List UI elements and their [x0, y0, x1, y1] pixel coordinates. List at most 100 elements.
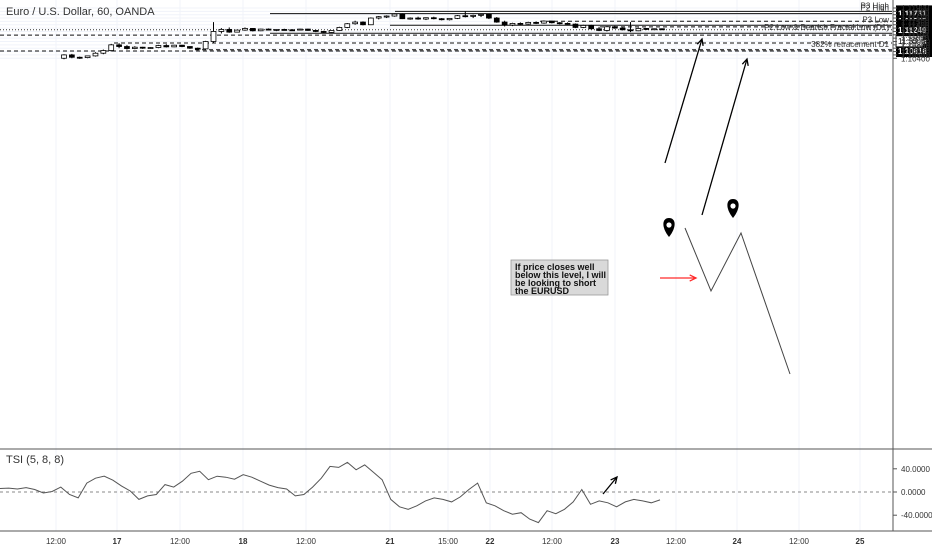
candle-body[interactable]	[108, 44, 115, 51]
candle-body[interactable]	[305, 28, 311, 31]
time-tick-label: 12:00	[666, 537, 687, 546]
candles[interactable]	[61, 11, 665, 60]
pin-marker-2[interactable]	[727, 199, 739, 218]
candle-body[interactable]	[525, 22, 532, 25]
candle-body[interactable]	[281, 29, 288, 31]
candle-body[interactable]	[289, 29, 296, 32]
time-tick-label: 21	[386, 537, 395, 546]
candle-body[interactable]	[509, 23, 516, 26]
tsi-line[interactable]	[0, 461, 661, 524]
candle-body[interactable]	[643, 28, 650, 30]
candle-body[interactable]	[627, 29, 634, 32]
candle-body[interactable]	[100, 50, 107, 54]
candle-body[interactable]	[124, 46, 130, 49]
time-tick-label: 18	[239, 537, 248, 546]
projection-path[interactable]	[684, 227, 791, 375]
candle-body[interactable]	[438, 18, 445, 21]
candle-body[interactable]	[155, 45, 162, 48]
candle-body[interactable]	[470, 14, 476, 17]
candle-body[interactable]	[328, 30, 335, 33]
time-tick-label: 17	[113, 537, 122, 546]
candle-body[interactable]	[651, 28, 657, 31]
candle-body[interactable]	[635, 28, 642, 32]
candle-body[interactable]	[541, 20, 547, 24]
candle-body[interactable]	[312, 30, 319, 32]
candle-body[interactable]	[415, 17, 421, 20]
candle-body[interactable]	[202, 41, 209, 50]
candle-body[interactable]	[501, 21, 508, 26]
red-arrow-head	[689, 274, 698, 282]
candle-body[interactable]	[517, 23, 524, 25]
candle-body[interactable]	[580, 25, 587, 28]
candle-body[interactable]	[564, 23, 571, 25]
tsi-arrow[interactable]	[602, 476, 618, 495]
candle-body[interactable]	[194, 47, 201, 50]
candle-body[interactable]	[139, 46, 146, 49]
candle-body[interactable]	[360, 21, 366, 26]
candle-body[interactable]	[391, 13, 398, 17]
candle-body[interactable]	[92, 52, 99, 57]
candle-body[interactable]	[76, 56, 83, 59]
candle-body[interactable]	[383, 15, 390, 18]
candle-body[interactable]	[257, 28, 264, 32]
candle-body[interactable]	[69, 54, 75, 58]
candle-body[interactable]	[352, 21, 358, 25]
candle-body[interactable]	[375, 16, 382, 19]
candle-body[interactable]	[210, 31, 217, 42]
candle-body[interactable]	[218, 29, 225, 32]
candle-body[interactable]	[556, 22, 563, 25]
candle-body[interactable]	[604, 26, 610, 31]
candle-body[interactable]	[446, 17, 453, 21]
annotation-box[interactable]: If price closes well below this level, I…	[510, 259, 609, 296]
candle-body[interactable]	[399, 13, 406, 20]
candle-body[interactable]	[320, 31, 327, 33]
candle-body[interactable]	[659, 28, 665, 31]
candle-body[interactable]	[407, 17, 414, 20]
candle-body[interactable]	[242, 28, 248, 31]
candle-body[interactable]	[179, 44, 185, 47]
annotations[interactable]	[602, 37, 791, 495]
candle-body[interactable]	[187, 46, 193, 49]
candle-body[interactable]	[297, 28, 303, 31]
candle-body[interactable]	[131, 46, 138, 49]
candle-body[interactable]	[234, 29, 240, 33]
candle-body[interactable]	[368, 17, 374, 26]
candle-body[interactable]	[596, 28, 602, 31]
candle-body[interactable]	[478, 13, 484, 16]
bull-arrow-1[interactable]	[664, 38, 703, 164]
candle-body[interactable]	[336, 27, 343, 31]
candle-body[interactable]	[265, 28, 272, 31]
candle-body[interactable]	[84, 55, 91, 58]
candle-body[interactable]	[549, 20, 555, 24]
candle-body[interactable]	[226, 29, 233, 33]
candle-body[interactable]	[423, 17, 429, 20]
time-tick-label: 12:00	[170, 537, 191, 546]
candle-body[interactable]	[462, 15, 469, 18]
candle-body[interactable]	[344, 23, 351, 28]
candle-body[interactable]	[493, 17, 500, 23]
candle-body[interactable]	[486, 13, 492, 19]
candle-body[interactable]	[147, 47, 154, 49]
candle-body[interactable]	[430, 17, 437, 20]
annotation-line-2: below this level, I will	[515, 270, 606, 280]
candle-body[interactable]	[619, 27, 626, 31]
candle-body[interactable]	[171, 44, 177, 48]
tsi-pane[interactable]: 40.0000 0.0000 -40.0000	[0, 461, 932, 524]
pin-marker-1[interactable]	[663, 218, 675, 237]
candle-body[interactable]	[454, 15, 461, 19]
candle-body[interactable]	[533, 22, 539, 24]
bull-arrow-2[interactable]	[701, 58, 748, 216]
candle-body[interactable]	[572, 23, 579, 28]
candle-body[interactable]	[163, 45, 170, 48]
candle-body[interactable]	[61, 54, 67, 59]
candle-body[interactable]	[250, 28, 256, 32]
price-tick-label: 1.11200	[901, 27, 930, 36]
candle-body[interactable]	[588, 25, 595, 30]
candle-body[interactable]	[273, 29, 280, 31]
candle-body[interactable]	[611, 26, 618, 29]
candle-body[interactable]	[116, 44, 122, 47]
